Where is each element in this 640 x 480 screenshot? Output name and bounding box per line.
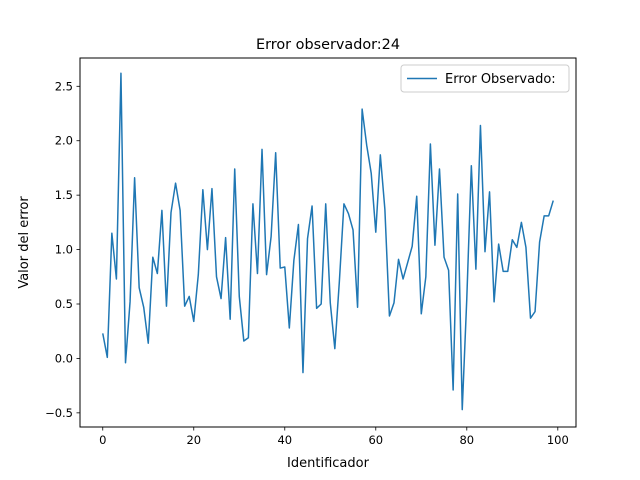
series-line-0 <box>102 72 554 411</box>
x-tick-label: 0 <box>99 433 106 447</box>
x-tick-label: 60 <box>368 433 383 447</box>
y-axis-label: Valor del error <box>17 196 32 289</box>
legend-box <box>400 64 570 93</box>
x-tick-label: 100 <box>547 433 569 447</box>
y-tick-label: 2.5 <box>55 79 73 93</box>
chart-title: Error observador:24 <box>256 37 400 53</box>
axes-frame <box>79 57 577 428</box>
legend-label: Error Observado: <box>445 72 556 87</box>
x-tick-label: 20 <box>186 433 201 447</box>
y-axis-ticks: −0.5 0.0 0.5 1.0 1.5 2.0 2.5 <box>45 79 80 420</box>
y-tick-label: 1.0 <box>55 243 73 257</box>
x-axis-ticks: 0 20 40 60 80 100 <box>99 427 569 447</box>
x-axis-label: Identificador <box>287 456 370 471</box>
y-tick-label: 0.0 <box>55 351 73 365</box>
legend: Error Observado: <box>400 64 570 93</box>
x-tick-label: 40 <box>277 433 292 447</box>
y-tick-label: 1.5 <box>55 188 73 202</box>
y-tick-label: 0.5 <box>55 297 73 311</box>
y-tick-label: 2.0 <box>55 134 73 148</box>
y-tick-label: −0.5 <box>45 406 73 420</box>
x-tick-label: 80 <box>459 433 474 447</box>
series-layer <box>102 72 554 411</box>
